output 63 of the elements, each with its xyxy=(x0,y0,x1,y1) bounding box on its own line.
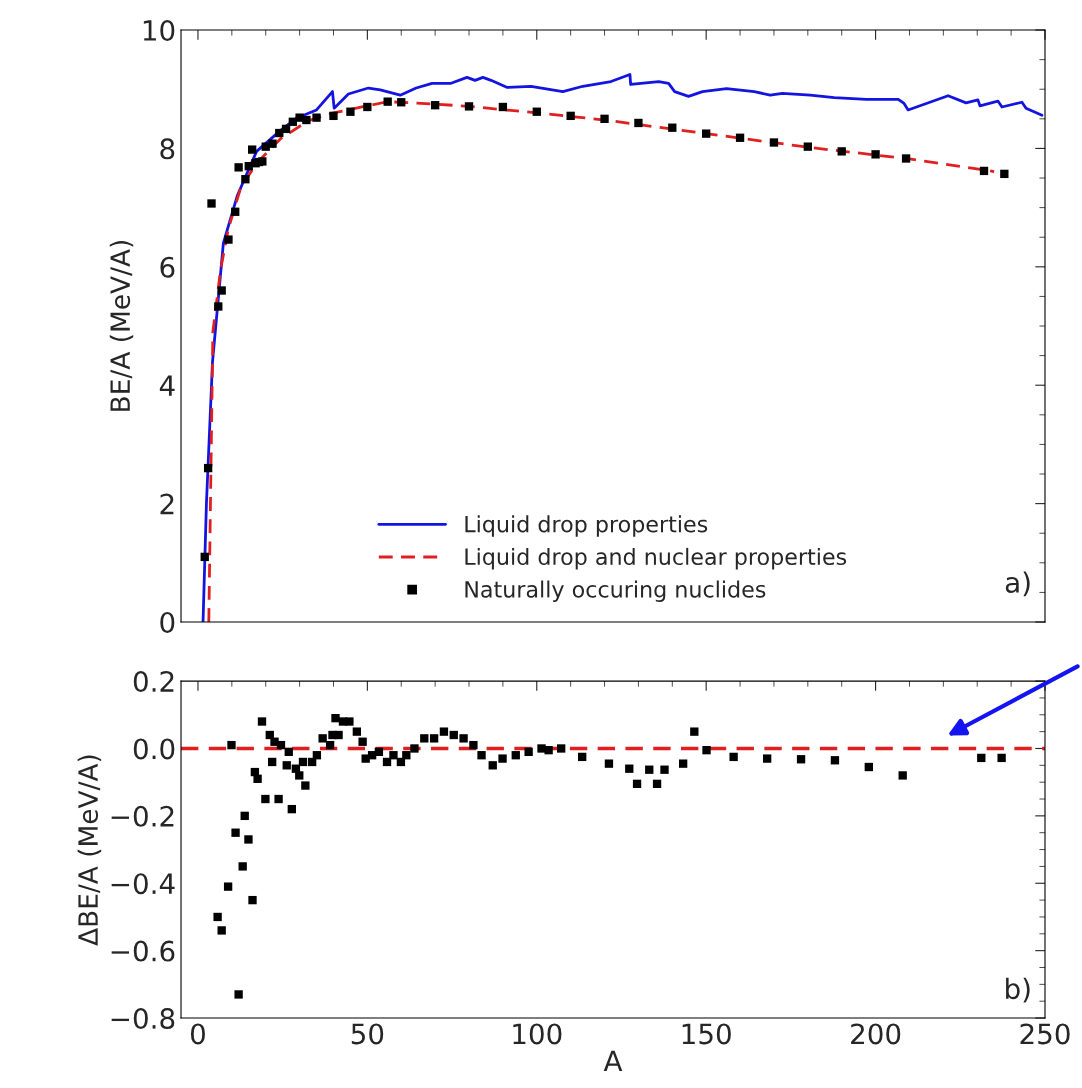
point xyxy=(224,235,233,244)
point xyxy=(803,142,812,151)
point xyxy=(901,154,911,163)
point xyxy=(214,302,223,311)
point xyxy=(312,113,321,122)
point xyxy=(735,133,745,142)
y-tick-label: 0.0 xyxy=(133,738,175,760)
point xyxy=(248,145,257,154)
point xyxy=(346,107,355,116)
x-tick-label: 200 xyxy=(851,1023,901,1045)
y-tick-label: −0.2 xyxy=(111,805,174,827)
x-axis-title: A xyxy=(603,1050,623,1071)
point xyxy=(383,97,392,106)
point xyxy=(281,124,291,134)
point xyxy=(464,102,474,111)
point xyxy=(769,138,779,147)
annotation: b) xyxy=(1006,977,1030,1003)
annotation: a) xyxy=(1005,571,1030,597)
point xyxy=(268,139,277,148)
point xyxy=(979,166,989,176)
point xyxy=(231,207,240,216)
point xyxy=(200,552,209,562)
point xyxy=(871,150,880,159)
y-tick-label: −0.4 xyxy=(111,873,175,895)
x-tick-label: 250 xyxy=(1020,1023,1070,1045)
point xyxy=(258,157,267,166)
point xyxy=(363,102,372,112)
point xyxy=(241,175,250,184)
point xyxy=(1000,169,1009,179)
y-tick-label: 2 xyxy=(160,493,174,515)
y-axis-title: ΔBE/A (MeV/A) xyxy=(77,755,102,946)
point xyxy=(302,115,311,125)
y-tick-label: 0 xyxy=(160,611,175,633)
point xyxy=(203,463,213,473)
y-tick-label: −0.6 xyxy=(111,940,175,962)
point xyxy=(498,102,508,112)
point xyxy=(634,118,643,128)
y-tick-label: 6 xyxy=(160,256,175,278)
point xyxy=(329,111,338,121)
x-tick-label: 150 xyxy=(682,1023,731,1045)
point xyxy=(430,101,440,110)
point xyxy=(532,107,541,116)
y-axis-title: BE/A (MeV/A) xyxy=(109,240,134,411)
point xyxy=(566,111,575,121)
legend-label: Liquid drop and nuclear properties xyxy=(465,547,847,570)
point xyxy=(217,286,226,295)
point xyxy=(207,199,216,208)
y-tick-label: 0.2 xyxy=(133,671,174,693)
y-tick-label: 8 xyxy=(160,138,175,160)
point xyxy=(397,98,406,107)
y-tick-label: −0.8 xyxy=(111,1007,175,1029)
point xyxy=(702,129,711,138)
x-tick-label: 0 xyxy=(190,1023,205,1045)
legend-label: Naturally occuring nuclides xyxy=(465,580,766,603)
point xyxy=(837,147,846,156)
point xyxy=(600,114,609,123)
y-tick-label: 4 xyxy=(159,375,175,396)
x-tick-label: 50 xyxy=(351,1023,384,1045)
x-tick-label: 100 xyxy=(513,1023,562,1045)
y-tick-label: 10 xyxy=(143,19,175,41)
point xyxy=(234,163,243,172)
legend-label: Liquid drop properties xyxy=(465,515,708,537)
point xyxy=(668,123,677,132)
